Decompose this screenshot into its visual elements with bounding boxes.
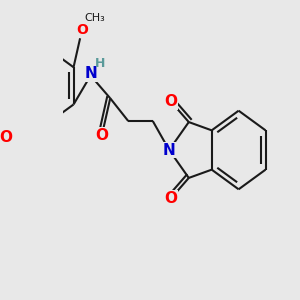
Text: H: H: [95, 57, 106, 70]
Text: O: O: [95, 128, 109, 143]
Text: O: O: [164, 191, 177, 206]
Text: N: N: [84, 66, 97, 81]
Text: O: O: [76, 23, 88, 37]
Text: O: O: [0, 130, 12, 145]
Text: N: N: [163, 142, 175, 158]
Text: CH₃: CH₃: [84, 13, 105, 22]
Text: O: O: [164, 94, 177, 109]
